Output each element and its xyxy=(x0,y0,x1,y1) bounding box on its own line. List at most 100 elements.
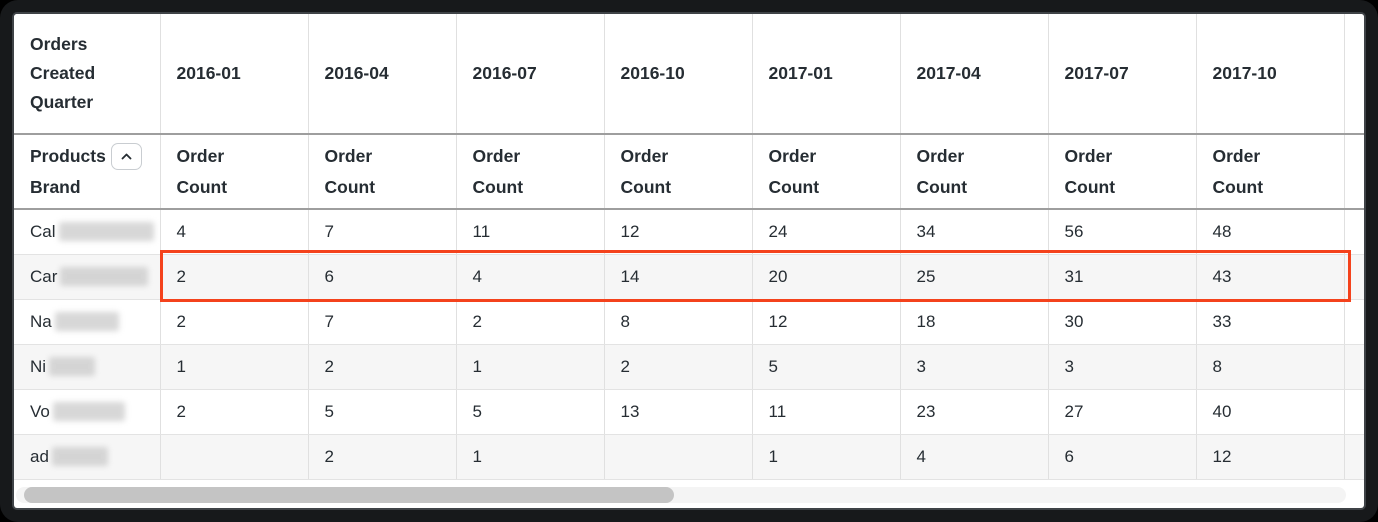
value-cell[interactable]: 2 xyxy=(455,299,604,345)
table-row: Na 2 7 2 8 12 18 30 33 xyxy=(14,299,1364,345)
value-cell[interactable]: 4 xyxy=(899,434,1048,480)
value-cell[interactable]: 3 xyxy=(899,344,1048,390)
period-label: 2017-01 xyxy=(768,63,833,83)
measure-header[interactable]: Order Count xyxy=(751,134,900,210)
measure-header-row: Products Brand Order Count Order Count O… xyxy=(14,134,1364,210)
measure-label: Order Count xyxy=(324,145,376,197)
redacted-blur xyxy=(51,446,108,466)
table-row: Ni 1 2 1 2 5 3 3 8 xyxy=(14,344,1364,390)
value-cell[interactable]: 56 xyxy=(1047,209,1196,255)
value-cell[interactable]: 1 xyxy=(455,434,604,480)
value-cell[interactable]: 11 xyxy=(455,209,604,255)
value-cell[interactable]: 1 xyxy=(159,344,308,390)
measure-label: Order Count xyxy=(1064,145,1116,197)
value-cell[interactable]: 1 xyxy=(751,434,900,480)
value-cell[interactable]: 8 xyxy=(603,299,752,345)
horizontal-scrollbar-track[interactable] xyxy=(16,487,1346,503)
column-header-period[interactable]: 2017-07 xyxy=(1047,14,1196,135)
value-cell[interactable]: 20 xyxy=(751,254,900,300)
value-cell[interactable]: 48 xyxy=(1195,209,1344,255)
value-cell[interactable]: 6 xyxy=(307,254,456,300)
value-cell[interactable] xyxy=(603,434,752,480)
value-cell[interactable]: 43 xyxy=(1195,254,1344,300)
value-cell[interactable]: 12 xyxy=(603,209,752,255)
redacted-blur xyxy=(58,221,154,241)
value-cell[interactable]: 1 xyxy=(455,344,604,390)
row-dimension-header-products-brand[interactable]: Products Brand xyxy=(14,134,160,210)
sort-collapse-button[interactable] xyxy=(110,142,142,170)
brand-cell[interactable]: Na xyxy=(14,299,160,345)
brand-label: Na xyxy=(30,311,52,331)
brand-label: Vo xyxy=(30,401,50,421)
brand-cell[interactable]: Cal xyxy=(14,209,160,255)
table-row-highlighted: Car 2 6 4 14 20 25 31 43 xyxy=(14,254,1364,300)
value-cell[interactable]: 11 xyxy=(751,389,900,435)
period-label: 2016-04 xyxy=(324,63,389,83)
partial-next-column-cell xyxy=(1343,344,1364,390)
value-cell[interactable]: 4 xyxy=(455,254,604,300)
value-cell[interactable]: 12 xyxy=(751,299,900,345)
brand-cell[interactable]: Vo xyxy=(14,389,160,435)
value-cell[interactable]: 5 xyxy=(307,389,456,435)
measure-header[interactable]: Order Count xyxy=(1195,134,1344,210)
table-row: ad 2 1 1 4 6 12 xyxy=(14,434,1364,480)
value-cell[interactable]: 13 xyxy=(603,389,752,435)
measure-header[interactable]: Order Count xyxy=(1047,134,1196,210)
value-cell[interactable]: 7 xyxy=(307,209,456,255)
value-cell[interactable]: 27 xyxy=(1047,389,1196,435)
value-cell[interactable]: 12 xyxy=(1195,434,1344,480)
value-cell[interactable]: 2 xyxy=(159,299,308,345)
measure-header[interactable]: Order Count xyxy=(899,134,1048,210)
value-cell[interactable]: 31 xyxy=(1047,254,1196,300)
pivot-table: Orders Created Quarter 2016-01 2016-04 2… xyxy=(14,14,1364,480)
column-header-period[interactable]: 2017-10 xyxy=(1195,14,1344,135)
value-cell[interactable]: 5 xyxy=(751,344,900,390)
value-cell[interactable]: 5 xyxy=(455,389,604,435)
column-header-period[interactable]: 2017-01 xyxy=(751,14,900,135)
value-cell[interactable]: 18 xyxy=(899,299,1048,345)
value-cell[interactable]: 30 xyxy=(1047,299,1196,345)
partial-next-column-cell xyxy=(1343,389,1364,435)
column-header-period[interactable]: 2016-04 xyxy=(307,14,456,135)
value-cell[interactable]: 40 xyxy=(1195,389,1344,435)
measure-header[interactable]: Order Count xyxy=(159,134,308,210)
measure-header[interactable]: Order Count xyxy=(307,134,456,210)
value-cell[interactable]: 3 xyxy=(1047,344,1196,390)
value-cell[interactable]: 23 xyxy=(899,389,1048,435)
measure-header[interactable]: Order Count xyxy=(455,134,604,210)
measure-label: Order Count xyxy=(1212,145,1264,197)
redacted-blur xyxy=(52,401,125,421)
value-cell[interactable]: 2 xyxy=(159,389,308,435)
brand-cell[interactable]: Ni xyxy=(14,344,160,390)
value-cell[interactable]: 14 xyxy=(603,254,752,300)
column-header-period[interactable]: 2017-04 xyxy=(899,14,1048,135)
column-header-period[interactable]: 2016-01 xyxy=(159,14,308,135)
brand-label: ad xyxy=(30,446,49,466)
value-cell[interactable]: 2 xyxy=(307,344,456,390)
redacted-blur xyxy=(54,311,119,331)
measure-header[interactable]: Order Count xyxy=(603,134,752,210)
value-cell[interactable]: 2 xyxy=(307,434,456,480)
value-cell[interactable]: 6 xyxy=(1047,434,1196,480)
table-row: Cal 4 7 11 12 24 34 56 48 xyxy=(14,209,1364,255)
measure-label: Order Count xyxy=(472,145,524,197)
brand-label: Cal xyxy=(30,221,56,241)
value-cell[interactable]: 33 xyxy=(1195,299,1344,345)
value-cell[interactable]: 2 xyxy=(603,344,752,390)
redacted-blur xyxy=(49,356,96,376)
column-header-period[interactable]: 2016-07 xyxy=(455,14,604,135)
column-header-period[interactable]: 2016-10 xyxy=(603,14,752,135)
value-cell[interactable]: 34 xyxy=(899,209,1048,255)
brand-cell[interactable]: ad xyxy=(14,434,160,480)
value-cell[interactable]: 2 xyxy=(159,254,308,300)
measure-label: Order Count xyxy=(768,145,820,197)
value-cell[interactable]: 7 xyxy=(307,299,456,345)
value-cell[interactable] xyxy=(159,434,308,480)
value-cell[interactable]: 8 xyxy=(1195,344,1344,390)
horizontal-scrollbar-thumb[interactable] xyxy=(24,487,674,503)
redacted-blur xyxy=(60,266,149,286)
brand-cell[interactable]: Car xyxy=(14,254,160,300)
value-cell[interactable]: 4 xyxy=(159,209,308,255)
value-cell[interactable]: 24 xyxy=(751,209,900,255)
value-cell[interactable]: 25 xyxy=(899,254,1048,300)
